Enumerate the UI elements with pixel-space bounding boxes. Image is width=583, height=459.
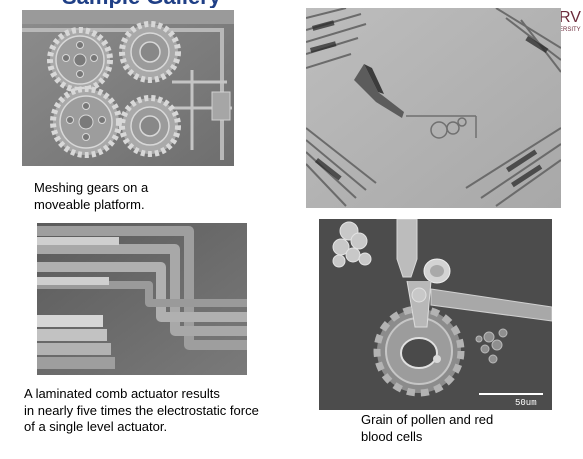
- caption-line: blood cells: [361, 428, 423, 444]
- probe-beam: [430, 288, 552, 322]
- comb-fingers: [37, 315, 115, 369]
- comb-actuator-caption: A laminated comb actuator results in nea…: [24, 386, 259, 436]
- gear-top-right: [119, 21, 181, 83]
- gear-bottom-right: [119, 95, 181, 157]
- mirror-array-photo: [306, 8, 561, 208]
- probe-arm: [396, 219, 418, 278]
- gear-platform: [373, 280, 465, 397]
- pollen-photo: 50um: [319, 219, 552, 410]
- caption-line: moveable platform.: [34, 196, 145, 212]
- pollen-grain: [332, 221, 372, 268]
- caption-line: in nearly five times the electrostatic f…: [24, 402, 259, 418]
- comb-actuator-photo: [37, 223, 247, 375]
- gears-photo: [22, 10, 234, 166]
- gears-caption: Meshing gears on a moveable platform.: [34, 180, 148, 213]
- raised-mirror: [354, 64, 404, 118]
- brand-text: RV: [559, 9, 581, 26]
- caption-line: Meshing gears on a: [34, 180, 149, 195]
- gear-bottom-left: [50, 86, 122, 158]
- caption-line: Grain of pollen and red: [361, 412, 494, 427]
- caption-line: A laminated comb actuator results: [24, 386, 220, 401]
- scale-bar: 50um: [479, 393, 543, 408]
- caption-line: of a single level actuator.: [24, 419, 168, 434]
- scale-bar-label: 50um: [515, 398, 537, 408]
- gear-top-left: [47, 27, 113, 93]
- pollen-caption: Grain of pollen and red blood cells: [361, 412, 493, 445]
- slide-title-fragment: Sample Gallery: [62, 0, 252, 8]
- brand-subtext: ERSITY: [559, 27, 581, 33]
- debris-cluster: [475, 328, 508, 364]
